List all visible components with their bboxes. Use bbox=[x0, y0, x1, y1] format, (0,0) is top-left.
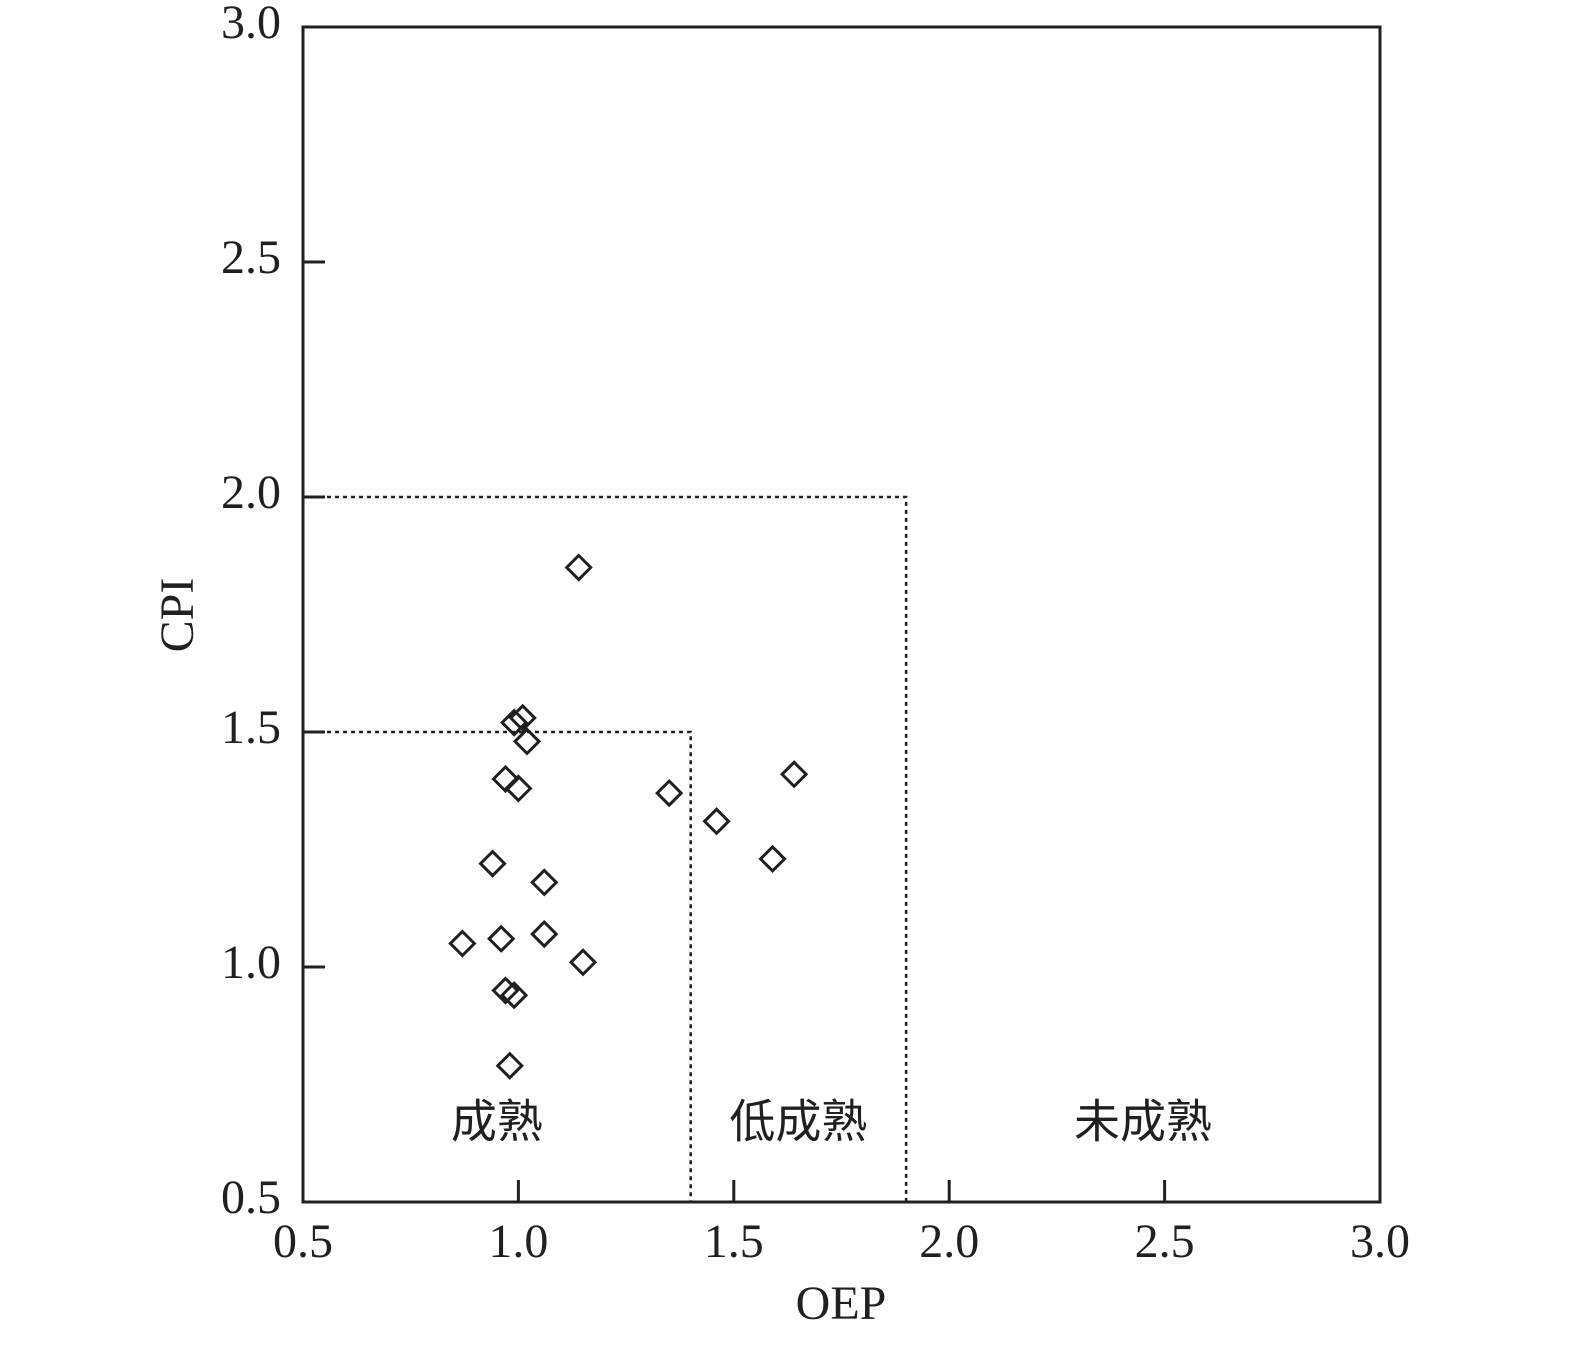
point bbox=[530, 919, 559, 949]
y-tick-label: 2.0 bbox=[221, 466, 281, 519]
point bbox=[499, 981, 529, 1010]
point bbox=[779, 760, 809, 789]
point bbox=[478, 849, 507, 878]
region-label: 成熟 bbox=[451, 1095, 543, 1149]
x-tick-label: 3.0 bbox=[1350, 1215, 1410, 1268]
y-tick-label: 1.0 bbox=[221, 936, 281, 989]
point bbox=[702, 807, 731, 836]
x-tick-label: 2.0 bbox=[919, 1215, 979, 1268]
point bbox=[508, 703, 537, 733]
point bbox=[491, 976, 520, 1005]
point bbox=[495, 1051, 524, 1080]
point bbox=[564, 553, 593, 582]
region-label: 未成熟 bbox=[1074, 1095, 1212, 1149]
boundary-line bbox=[303, 730, 692, 1202]
point bbox=[491, 764, 520, 794]
point bbox=[512, 727, 542, 756]
point bbox=[487, 924, 516, 953]
point bbox=[448, 929, 477, 958]
x-tick-label: 0.5 bbox=[273, 1215, 333, 1268]
point bbox=[568, 948, 598, 977]
plot-frame bbox=[301, 25, 1382, 1204]
y-tick-label: 0.5 bbox=[221, 1171, 281, 1224]
boundary-line bbox=[303, 495, 908, 1202]
point bbox=[504, 774, 533, 803]
y-axis-label: CPI bbox=[151, 578, 204, 653]
y-tick-label: 3.0 bbox=[221, 0, 281, 49]
y-tick-label: 2.5 bbox=[221, 231, 281, 284]
x-tick-label: 1.5 bbox=[704, 1215, 764, 1268]
point bbox=[655, 778, 684, 808]
region-label: 低成熟 bbox=[729, 1095, 867, 1149]
x-tick-label: 2.5 bbox=[1135, 1215, 1195, 1268]
point bbox=[499, 708, 529, 737]
point bbox=[758, 844, 787, 874]
point bbox=[530, 868, 559, 897]
x-axis-label: OEP bbox=[796, 1277, 887, 1330]
y-tick-label: 1.5 bbox=[221, 701, 281, 754]
x-tick-label: 1.0 bbox=[488, 1215, 548, 1268]
